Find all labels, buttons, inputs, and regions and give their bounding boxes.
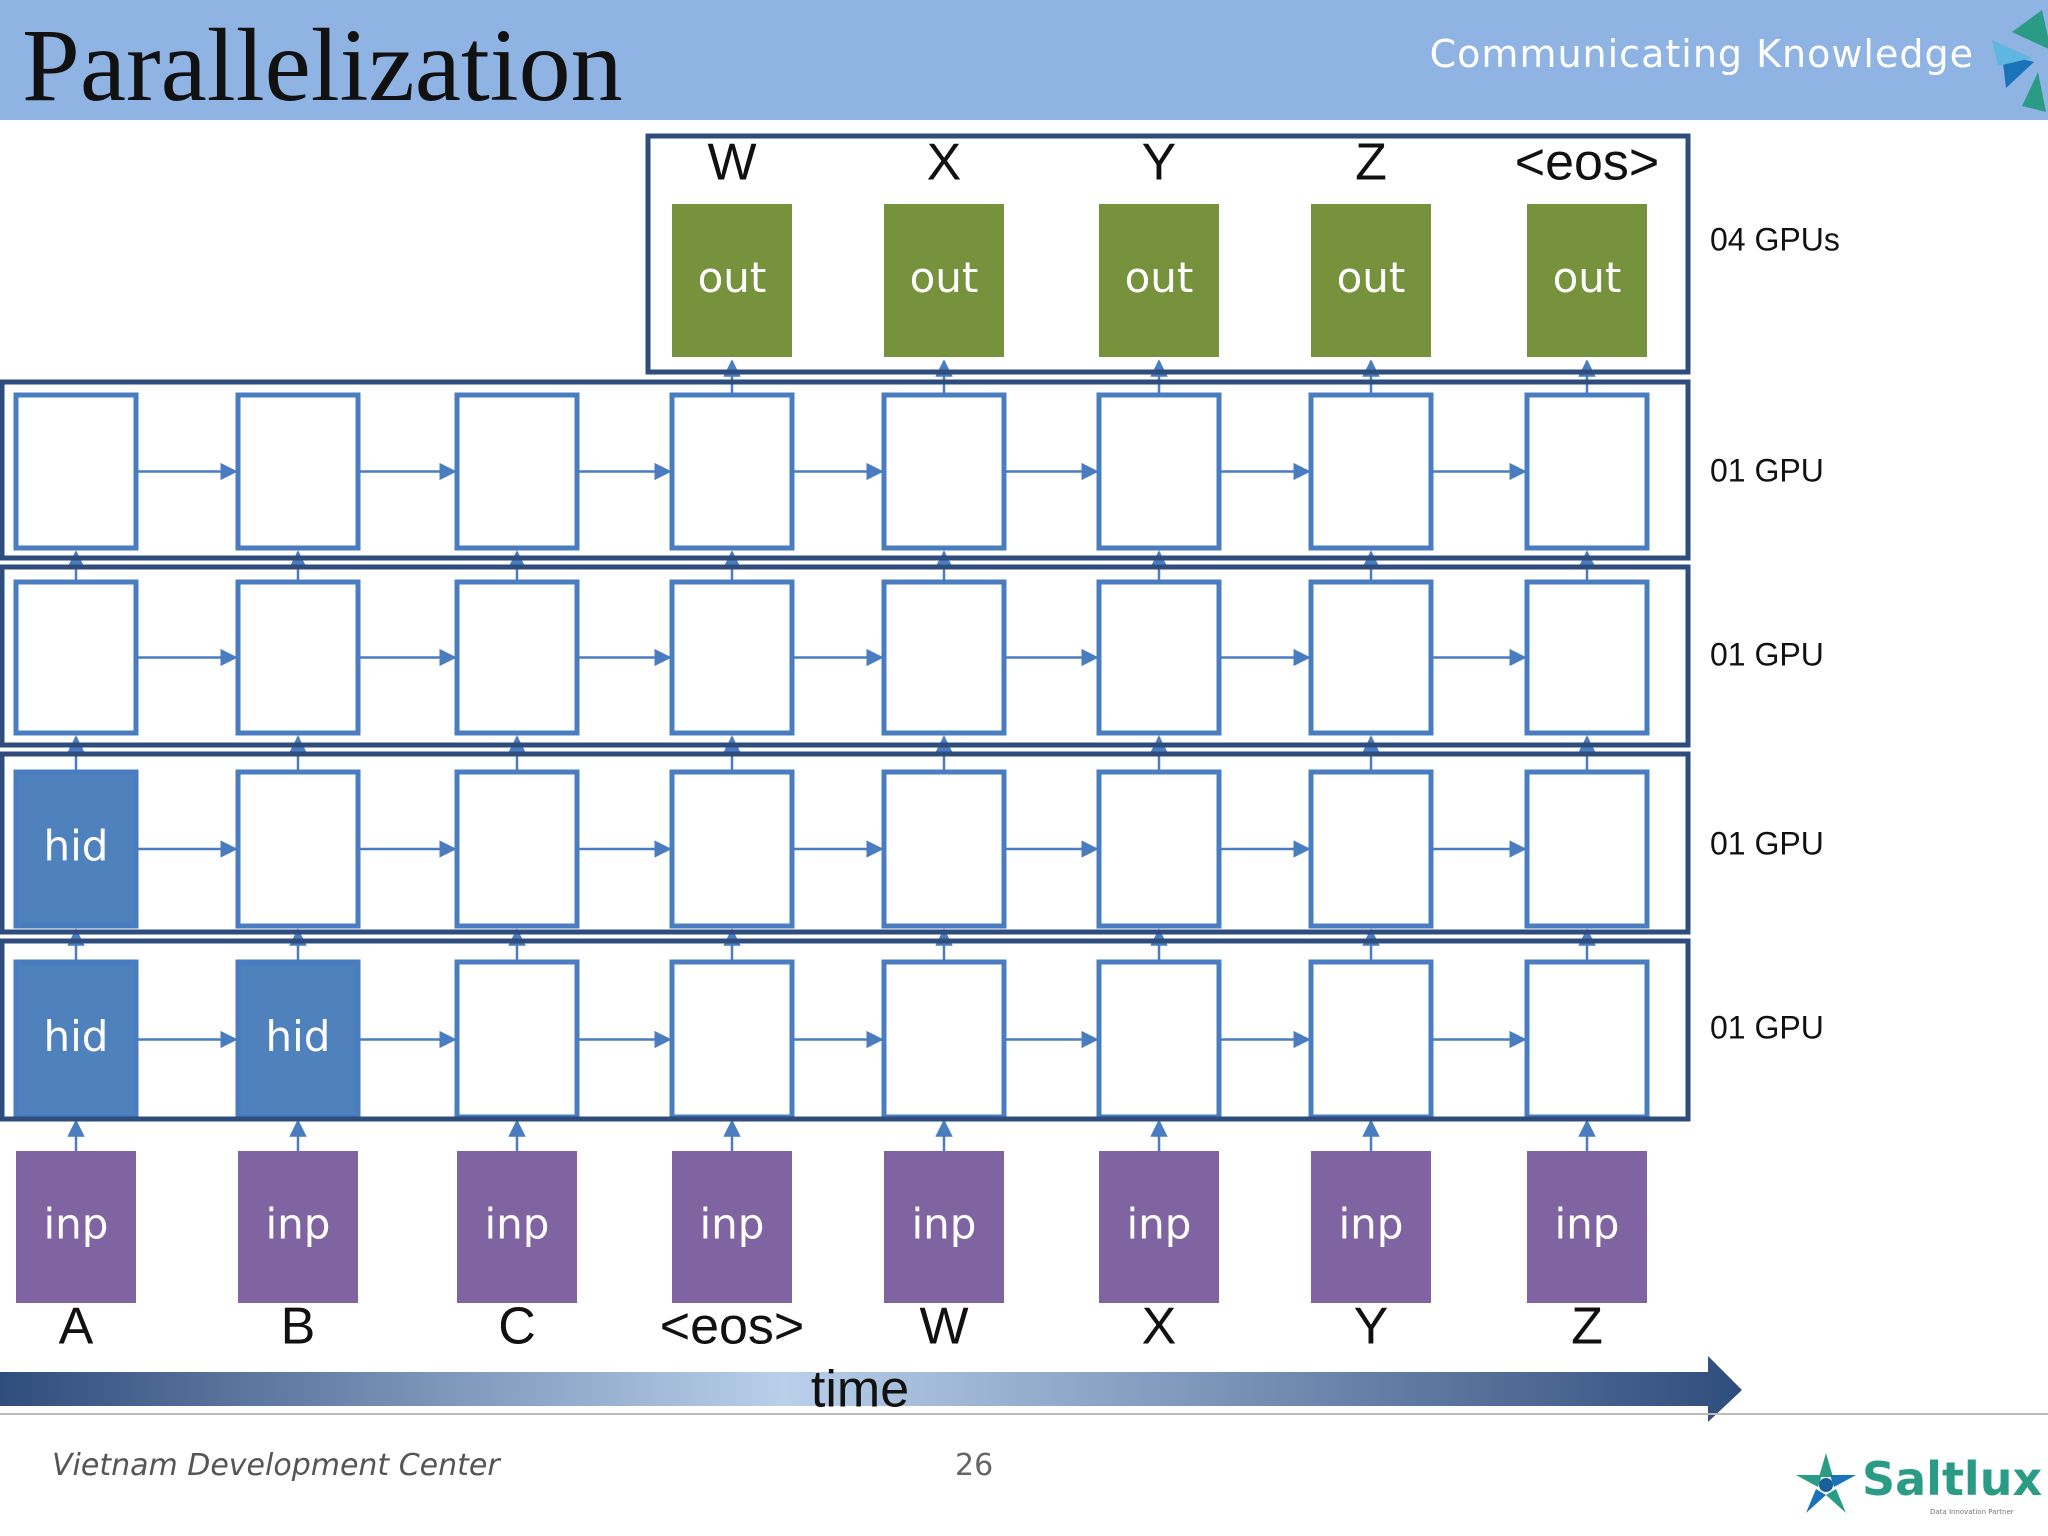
hidden-cell [881,392,1007,551]
hidden-cell [669,769,795,929]
hidden-cell [454,959,580,1120]
hidden-cell [235,392,361,551]
slide-title: Parallelization [22,8,623,123]
inp-cell [238,1151,358,1303]
input-token-label: Y [1354,1298,1389,1356]
hidden-cell [1096,959,1222,1120]
hidden-cell [454,392,580,551]
saltlux-logo-subtext: Data Innovation Partner [1930,1508,2014,1516]
gpu-label: 04 GPUs [1710,221,1840,257]
hidden-cell [1096,769,1222,929]
hidden-cell [13,579,139,736]
hidden-cell [669,392,795,551]
hidden-cell [235,769,361,929]
gpu-group-box [645,133,1691,375]
hid-label: hid [266,1012,331,1061]
hidden-cell [1308,392,1434,551]
out-label: out [698,253,767,302]
hidden-cell [881,579,1007,736]
gpu-group-box [0,379,1691,561]
saltlux-star-icon [1992,10,2048,112]
inp-cell [1311,1151,1431,1303]
hidden-cell [1524,392,1650,551]
input-token-label: Z [1571,1298,1603,1356]
time-arrow [0,1356,1742,1422]
gpu-group-box [0,938,1691,1122]
hidden-cell [881,769,1007,929]
saltlux-logo-text: Saltlux [1862,1452,2043,1506]
hid-cell [13,769,139,929]
input-token-label: B [281,1298,316,1356]
out-label: out [910,253,979,302]
output-token-label: Z [1355,134,1387,192]
gpu-group-box [0,564,1691,748]
inp-label: inp [912,1200,977,1249]
saltlux-logo: Saltlux Data Innovation Partner [1790,1450,2042,1520]
inp-cell [16,1151,136,1303]
input-token-label: X [1142,1298,1177,1356]
hidden-cell [669,579,795,736]
hid-label: hid [44,822,109,871]
saltlux-logo-icon [1796,1453,1856,1513]
input-token-label: C [498,1298,536,1356]
inp-label: inp [1555,1200,1620,1249]
header-tagline: Communicating Knowledge [1429,32,1974,76]
hidden-cell [1096,392,1222,551]
time-label: time [811,1361,909,1419]
inp-cell [1527,1151,1647,1303]
hidden-cell [669,959,795,1120]
out-cell [672,204,792,357]
hidden-cell [881,959,1007,1120]
hidden-cell [1524,579,1650,736]
inp-label: inp [266,1200,331,1249]
gpu-label: 01 GPU [1710,825,1824,861]
gpu-label: 01 GPU [1710,452,1824,488]
inp-label: inp [485,1200,550,1249]
input-token-label: <eos> [660,1298,805,1356]
output-token-label: Y [1142,134,1177,192]
out-cell [1311,204,1431,357]
out-cell [1099,204,1219,357]
hidden-cell [13,392,139,551]
out-cell [1527,204,1647,357]
input-token-label: A [59,1298,94,1356]
gpu-group-box [0,751,1691,935]
out-label: out [1337,253,1406,302]
inp-cell [1099,1151,1219,1303]
output-token-label: W [707,134,756,192]
hid-label: hid [44,1012,109,1061]
hidden-cell [1096,579,1222,736]
inp-label: inp [1339,1200,1404,1249]
slide-header [0,0,2048,120]
hidden-cell [1308,959,1434,1120]
inp-label: inp [700,1200,765,1249]
page-number: 26 [955,1448,994,1483]
output-token-label: X [927,134,962,192]
gpu-label: 01 GPU [1710,1009,1824,1045]
hidden-cell [1524,959,1650,1120]
gpu-label: 01 GPU [1710,636,1824,672]
inp-cell [672,1151,792,1303]
out-cell [884,204,1004,357]
inp-cell [884,1151,1004,1303]
inp-label: inp [44,1200,109,1249]
inp-label: inp [1127,1200,1192,1249]
hidden-cell [235,579,361,736]
hidden-cell [1524,769,1650,929]
output-token-label: <eos> [1515,134,1660,192]
out-label: out [1553,253,1622,302]
hidden-cell [454,579,580,736]
hid-cell [235,959,361,1120]
footer-org-name: Vietnam Development Center [52,1448,500,1483]
inp-cell [457,1151,577,1303]
hidden-cell [1308,769,1434,929]
out-label: out [1125,253,1194,302]
hidden-cell [1308,579,1434,736]
input-token-label: W [919,1298,968,1356]
hidden-cell [454,769,580,929]
